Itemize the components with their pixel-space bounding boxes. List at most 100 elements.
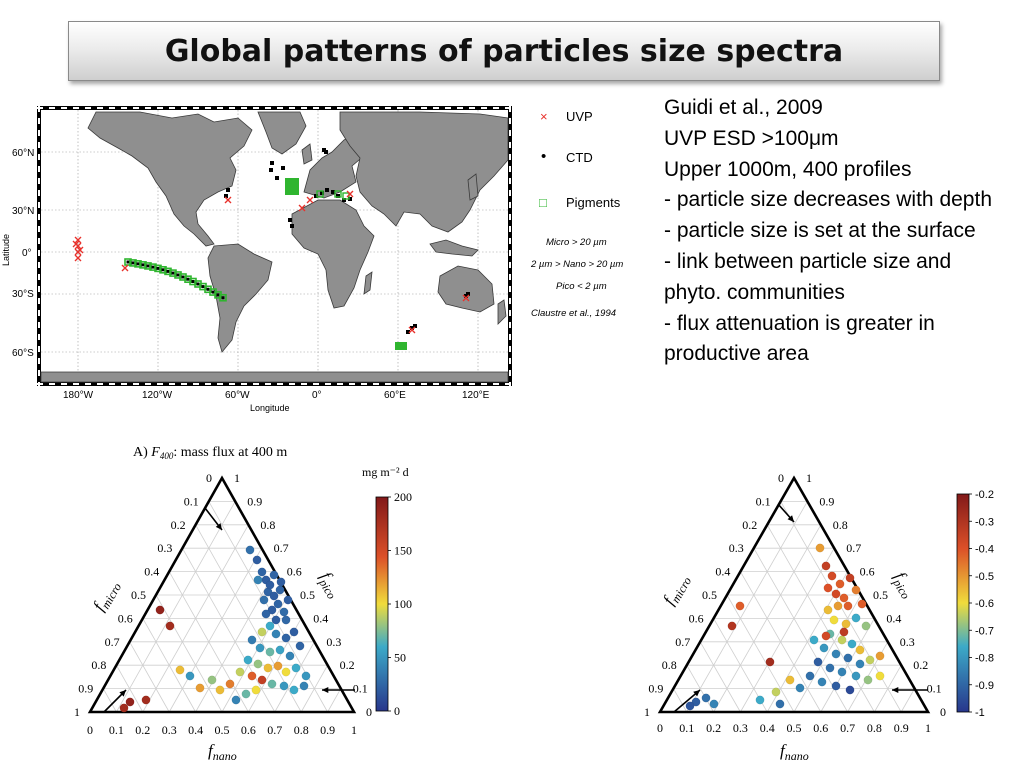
ternary-point	[271, 629, 281, 639]
ternary-tick-label: 0.5	[300, 588, 315, 602]
pigment-station-marker	[124, 258, 132, 266]
ternary-tick-label: 0.5	[131, 588, 146, 602]
pigment-station-marker	[209, 288, 217, 296]
ctd-station-marker	[181, 275, 185, 279]
ternary-tick-label: 0.7	[267, 723, 282, 737]
map-frame-ticks	[37, 106, 512, 386]
africa	[291, 199, 375, 309]
map-land	[40, 111, 509, 383]
map-lat-label: 30°S	[12, 289, 34, 300]
ternary-point	[283, 595, 293, 605]
uvp-station-marker	[121, 264, 129, 272]
greenland	[257, 111, 307, 155]
ctd-station-marker	[413, 324, 417, 328]
ctd-station-marker	[336, 194, 340, 198]
ternary-point	[805, 671, 815, 681]
map-lon-label: 60°E	[384, 390, 406, 401]
south-america	[207, 243, 273, 353]
uvp-station-marker	[74, 242, 82, 250]
ternary-point	[285, 651, 295, 661]
notes-text: Guidi et al., 2009 UVP ESD >100μm Upper …	[664, 93, 1009, 370]
ctd-station-marker	[322, 148, 326, 152]
ternary-tick-label: 0.4	[760, 721, 775, 735]
map-lat-label: 60°N	[12, 148, 34, 159]
pigment-station-marker	[199, 282, 207, 291]
ternary-tick-label: 0.6	[689, 611, 704, 625]
ternary-point	[839, 593, 849, 603]
ternary-point	[245, 545, 255, 555]
map-ylabel: Latitude	[1, 234, 11, 266]
ternary-tick-label: 0	[87, 723, 93, 737]
ternary-point	[291, 663, 301, 673]
ternary-point	[727, 621, 737, 631]
ternary-point	[275, 645, 285, 655]
ternary-tick-label: 1	[644, 705, 650, 719]
ternary-tick-label: 0.4	[715, 565, 730, 579]
pigment-station-marker	[316, 190, 324, 198]
ctd-station-marker	[398, 344, 402, 348]
ternary-point	[691, 697, 701, 707]
legend-pigments-label: Pigments	[566, 195, 621, 210]
ternary-point	[289, 627, 299, 637]
ternary-tick-label: 0.4	[144, 565, 159, 579]
uvp-station-marker	[72, 240, 80, 248]
ternary-point	[823, 583, 833, 593]
ternary-tick-label: 0.5	[702, 588, 717, 602]
ternary-point	[845, 685, 855, 695]
pigment-station-marker	[184, 275, 192, 283]
ternary-point	[785, 675, 795, 685]
map-lat-label: 60°S	[12, 348, 34, 359]
pigment-station-marker	[134, 260, 142, 268]
map-frame-inner	[41, 110, 508, 382]
colorbar-tick-label: 100	[394, 597, 412, 611]
map-frame-outer	[37, 106, 512, 386]
pigment-station-marker	[169, 269, 177, 277]
map-lat-label: 0°	[22, 248, 32, 259]
ctd-station-marker	[136, 262, 140, 266]
uvp-station-marker	[74, 236, 82, 244]
colorbar-tick-label: -0.2	[975, 489, 994, 501]
ternary-tick-label: 0.2	[742, 518, 757, 532]
europe	[303, 133, 371, 199]
uvp-station-marker	[74, 248, 82, 256]
ternary-point	[243, 655, 253, 665]
ternary-point	[817, 677, 827, 687]
ternary-tick-label: 0.9	[648, 682, 663, 696]
ternary-point	[735, 601, 745, 611]
ternary-point	[861, 621, 871, 631]
asia	[339, 111, 509, 233]
ctd-station-marker	[166, 269, 170, 273]
ternary-tick-label: 0.1	[109, 723, 124, 737]
ctd-station-marker	[146, 264, 150, 268]
ternary-point	[279, 681, 289, 691]
ternary-tick-label: 0.8	[294, 723, 309, 737]
ctd-station-marker	[224, 194, 228, 198]
colorbar-tick-label: 0	[394, 704, 400, 718]
ternary-point	[839, 627, 849, 637]
ternary-point	[813, 657, 823, 667]
ternary-direction-arrows	[673, 503, 928, 713]
ternary-point	[155, 605, 165, 615]
ternary-point	[809, 635, 819, 645]
ternary-point	[267, 605, 277, 615]
ctd-station-marker	[314, 194, 318, 198]
ternary-tick-label: 0.9	[320, 723, 335, 737]
ternary-point	[765, 657, 775, 667]
map-lat-label: 30°N	[12, 206, 34, 217]
ternary-point	[269, 591, 279, 601]
ternary-tick-label: 0.3	[733, 721, 748, 735]
ternary-point	[835, 579, 845, 589]
ctd-station-marker	[281, 166, 285, 170]
colorbar	[956, 493, 970, 713]
ternary-point	[175, 665, 185, 675]
ternary-point	[235, 667, 245, 677]
ternary-point	[851, 613, 861, 623]
ctd-station-marker	[325, 188, 329, 192]
ternary-tick-label: 0.9	[894, 721, 909, 735]
ternary-tick-label: 0.8	[833, 518, 848, 532]
ternary-point	[865, 655, 875, 665]
ternary-tick-label: 0.3	[162, 723, 177, 737]
ctd-station-marker	[464, 294, 468, 298]
ternary-direction-arrows	[103, 507, 355, 713]
ctd-station-marker	[331, 190, 335, 194]
